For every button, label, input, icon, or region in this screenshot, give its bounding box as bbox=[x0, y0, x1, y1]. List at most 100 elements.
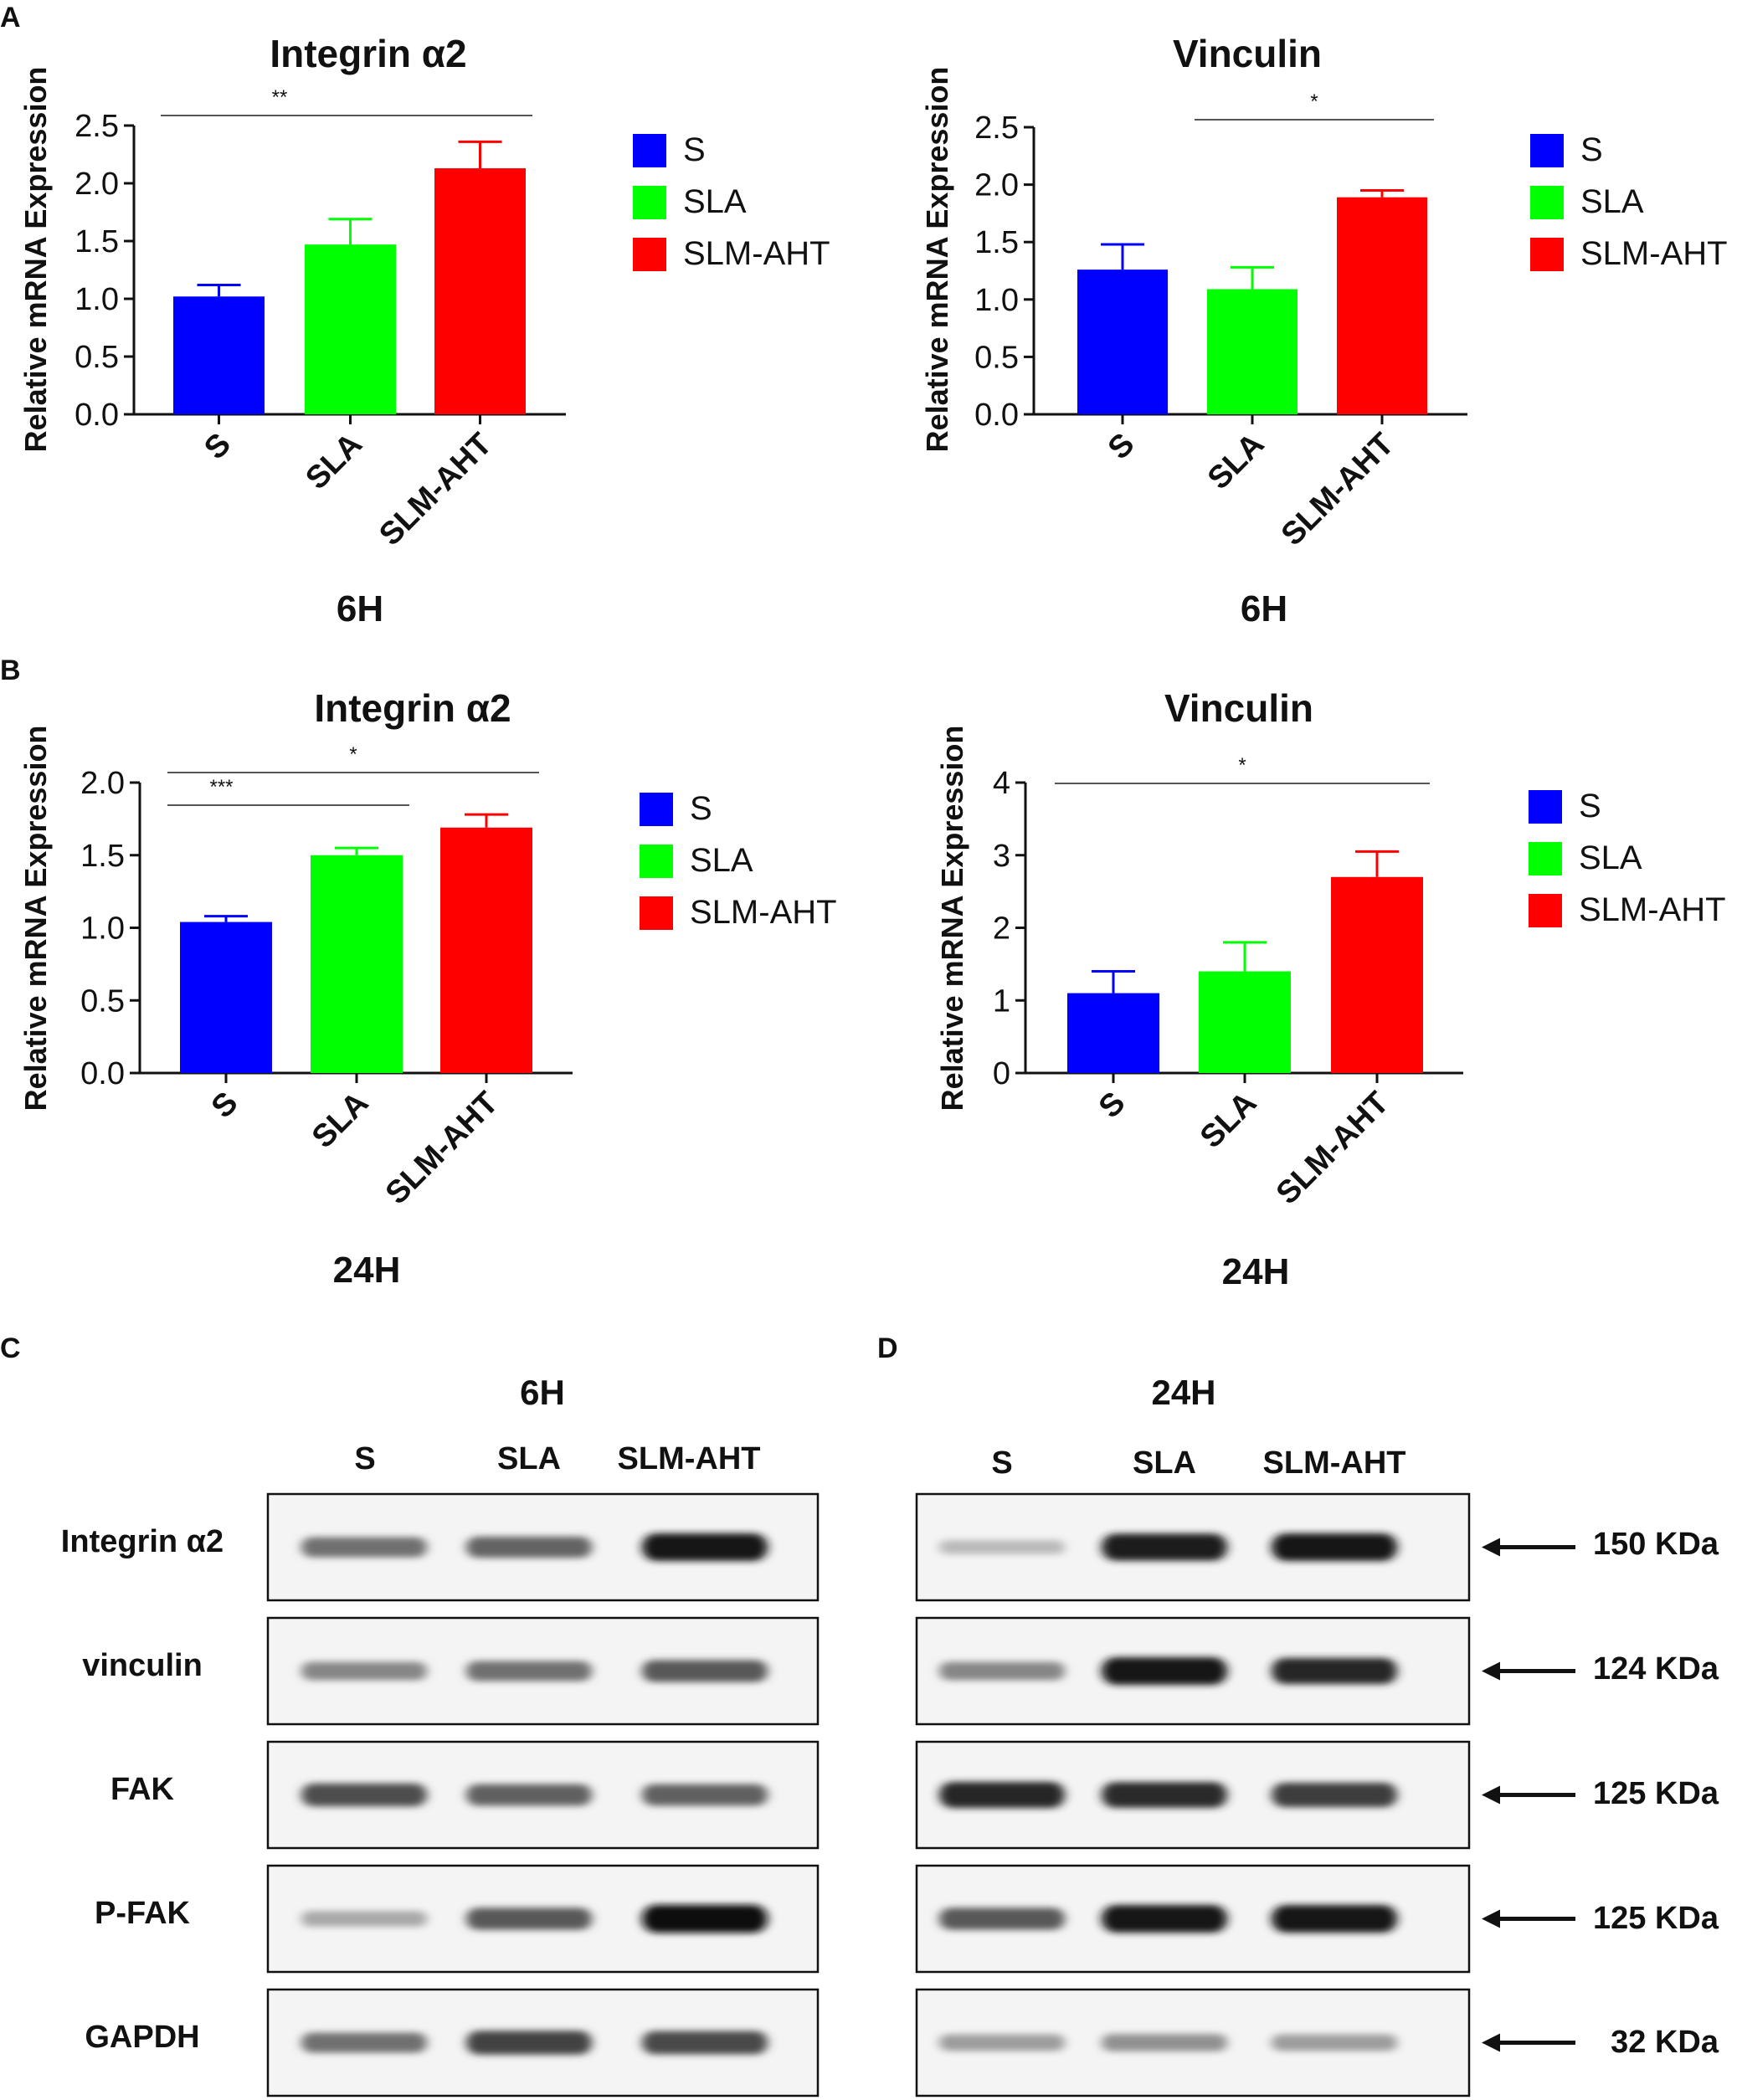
blot-band bbox=[301, 1783, 427, 1807]
blot-band bbox=[1272, 1533, 1397, 1561]
legend-swatch-slm-aht bbox=[1530, 238, 1564, 271]
blot-band bbox=[642, 1904, 768, 1933]
bar-slm-aht bbox=[1337, 197, 1427, 414]
bar-sla bbox=[1207, 289, 1298, 414]
x-axis-label: 6H bbox=[1241, 588, 1287, 629]
blot-band bbox=[466, 1907, 592, 1930]
significance-label: ** bbox=[272, 86, 288, 109]
legend-label: SLM-AHT bbox=[690, 894, 837, 931]
x-tick-label: SLM-AHT bbox=[1270, 1086, 1396, 1212]
legend-label: S bbox=[1580, 131, 1603, 168]
chart-title: Vinculin bbox=[1173, 32, 1322, 75]
legend-swatch-sla bbox=[1529, 842, 1562, 875]
legend-label: S bbox=[1579, 788, 1601, 824]
blot-row-label-fak: FAK bbox=[110, 1772, 175, 1807]
blot-row-label-integrin: Integrin α2 bbox=[61, 1524, 224, 1559]
blot-band bbox=[301, 1661, 427, 1681]
panel-letter-a: A bbox=[0, 2, 21, 33]
blot-band bbox=[301, 2032, 427, 2053]
chart-title: Vinculin bbox=[1164, 686, 1313, 730]
blot-c-lane-slm-aht: SLM-AHT bbox=[618, 1441, 761, 1476]
y-tick-label: 1.0 bbox=[75, 282, 119, 317]
legend-swatch-slm-aht bbox=[640, 896, 673, 930]
blot-c-lane-s: S bbox=[354, 1441, 375, 1476]
x-tick-label: S bbox=[1092, 1086, 1133, 1126]
legend-swatch-slm-aht bbox=[633, 238, 666, 271]
legend-swatch-s bbox=[633, 134, 666, 167]
bar-s bbox=[1077, 270, 1168, 414]
bar-slm-aht bbox=[434, 168, 526, 414]
blot-row-label-vinculin: vinculin bbox=[82, 1648, 203, 1683]
y-tick-label: 0.5 bbox=[974, 340, 1019, 375]
panel-letter-b: B bbox=[0, 655, 21, 686]
blot-band bbox=[642, 1660, 768, 1682]
y-tick-label: 1.0 bbox=[974, 283, 1019, 318]
arrow-head-icon bbox=[1482, 1909, 1500, 1928]
x-tick-label: S bbox=[198, 427, 238, 467]
blot-d-lane-s: S bbox=[991, 1445, 1012, 1481]
y-tick-label: 1 bbox=[993, 983, 1010, 1019]
western-blot-24h: 24H S SLA SLM-AHT 150 KDa 124 KDa 125 KD… bbox=[915, 1373, 1719, 2097]
y-tick-label: 2.0 bbox=[80, 766, 125, 801]
blot-band bbox=[1272, 1905, 1397, 1933]
blot-band bbox=[939, 1907, 1065, 1930]
blot-band bbox=[939, 1661, 1065, 1681]
blot-band bbox=[466, 1661, 592, 1682]
blot-band bbox=[466, 1536, 592, 1558]
blot-band bbox=[642, 2031, 768, 2055]
blot-band bbox=[466, 1784, 592, 1806]
y-axis-label: Relative mRNA Expression bbox=[920, 67, 954, 453]
chart-a-integrin-6h: Integrin α2 Relative mRNA Expression 6H 0.0… bbox=[18, 32, 830, 629]
arrow-head-icon bbox=[1482, 2033, 1500, 2052]
blot-band bbox=[1102, 1657, 1227, 1685]
bar-sla bbox=[305, 244, 396, 414]
blot-d-lane-slm-aht: SLM-AHT bbox=[1263, 1445, 1406, 1481]
blot-band bbox=[1272, 1657, 1397, 1685]
chart-a-vinculin-6h: Vinculin Relative mRNA Expression 6H 0.0 0.5… bbox=[920, 32, 1728, 629]
blot-size-label-5: 32 KDa bbox=[1611, 2025, 1719, 2060]
blot-band bbox=[301, 1537, 427, 1558]
significance-label: * bbox=[1238, 754, 1246, 777]
legend-swatch-s bbox=[1529, 790, 1562, 824]
y-axis-label: Relative mRNA Expression bbox=[18, 726, 53, 1112]
x-tick-label: S bbox=[205, 1086, 245, 1126]
y-tick-label: 2.0 bbox=[75, 167, 119, 202]
bar-s bbox=[173, 296, 265, 414]
chart-b-vinculin-24h: Vinculin Relative mRNA Expression 24H 0 1 2 3 4… bbox=[935, 686, 1726, 1292]
x-tick-label: SLM-AHT bbox=[1275, 427, 1401, 553]
arrow-head-icon bbox=[1482, 1785, 1500, 1805]
legend-label: SLM-AHT bbox=[683, 235, 830, 272]
panel-letter-c: C bbox=[0, 1332, 21, 1364]
blot-band bbox=[1102, 1782, 1227, 1808]
y-tick-label: 3 bbox=[993, 839, 1010, 874]
x-tick-label: SLM-AHT bbox=[373, 427, 499, 553]
legend-label: S bbox=[690, 790, 712, 827]
x-axis-label: 24H bbox=[333, 1250, 401, 1291]
y-tick-label: 0 bbox=[993, 1056, 1010, 1091]
blot-band bbox=[1102, 1905, 1227, 1933]
legend-swatch-sla bbox=[640, 845, 673, 878]
chart-b-integrin-24h: Integrin α2 Relative mRNA Expression 24H 0.… bbox=[18, 686, 837, 1291]
x-axis-label: 24H bbox=[1222, 1251, 1290, 1292]
blot-band bbox=[466, 2031, 592, 2055]
y-tick-label: 0.5 bbox=[75, 340, 119, 375]
bar-slm-aht bbox=[1331, 876, 1423, 1073]
panel-letter-d: D bbox=[877, 1332, 898, 1364]
blot-size-label-3: 125 KDa bbox=[1593, 1776, 1719, 1811]
x-tick-label: SLA bbox=[299, 427, 368, 496]
blot-d-time-label: 24H bbox=[1151, 1373, 1215, 1412]
y-tick-label: 2.5 bbox=[75, 109, 119, 144]
y-tick-label: 0.0 bbox=[974, 398, 1019, 433]
arrow-head-icon bbox=[1482, 1661, 1500, 1681]
blot-c-time-label: 6H bbox=[520, 1373, 565, 1412]
legend-label: SLA bbox=[683, 183, 747, 220]
blot-row-label-gapdh: GAPDH bbox=[85, 2020, 199, 2055]
blot-band bbox=[1102, 1533, 1227, 1561]
blot-band bbox=[642, 1784, 768, 1806]
blot-size-label-2: 124 KDa bbox=[1593, 1651, 1719, 1687]
legend-label: S bbox=[683, 131, 706, 168]
y-tick-label: 2.0 bbox=[974, 168, 1019, 203]
legend-swatch-sla bbox=[1530, 186, 1564, 219]
x-tick-label: SLA bbox=[1201, 427, 1271, 496]
